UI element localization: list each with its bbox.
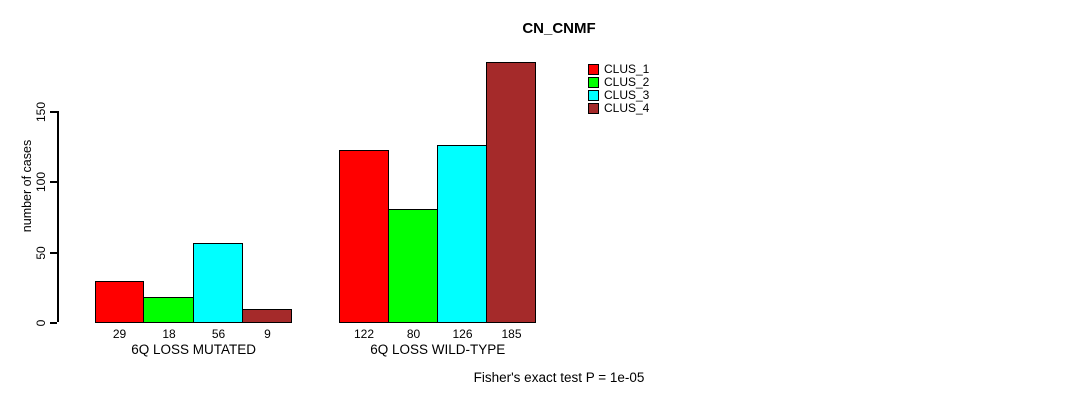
legend-item-clus_3: CLUS_3 <box>588 89 649 102</box>
bar-value-label: 185 <box>501 327 522 341</box>
bar-clus_1-group1 <box>95 281 144 323</box>
y-axis-tick-label: 100 <box>34 171 48 193</box>
y-axis-label: number of cases <box>20 139 34 233</box>
y-axis-tick <box>50 181 57 183</box>
y-axis-tick <box>50 322 57 324</box>
legend-swatch-icon <box>588 63 599 75</box>
y-axis-tick <box>50 111 57 113</box>
bar-clus_1-group2 <box>339 150 389 323</box>
y-axis-tick-label: 150 <box>34 101 48 123</box>
y-axis-tick-label: 50 <box>34 246 48 260</box>
y-axis-tick <box>50 252 57 254</box>
legend-item-clus_1: CLUS_1 <box>588 63 649 76</box>
bar-value-label: 29 <box>112 327 127 341</box>
category-label: 6Q LOSS MUTATED <box>131 342 256 357</box>
legend-swatch-icon <box>588 76 599 88</box>
bar-value-label: 9 <box>264 327 271 341</box>
bar-clus_4-group2 <box>486 62 536 323</box>
legend: CLUS_1 CLUS_2 CLUS_3 CLUS_4 <box>588 63 649 115</box>
legend-swatch-icon <box>588 102 599 114</box>
chart-title: CN_CNMF <box>522 20 596 37</box>
y-axis-line <box>57 111 59 322</box>
legend-label: CLUS_2 <box>604 75 650 90</box>
bar-value-label: 56 <box>211 327 226 341</box>
bar-value-label: 80 <box>406 327 421 341</box>
legend-swatch-icon <box>588 89 599 101</box>
category-label: 6Q LOSS WILD-TYPE <box>370 342 506 357</box>
y-axis-tick-label: 0 <box>34 319 48 327</box>
bar-clus_4-group1 <box>242 309 292 323</box>
bar-clus_2-group2 <box>388 209 438 323</box>
bar-clus_3-group2 <box>437 145 487 323</box>
bar-value-label: 122 <box>353 327 375 341</box>
bar-clus_3-group1 <box>193 243 243 323</box>
bar-value-label: 126 <box>452 327 473 341</box>
legend-label: CLUS_1 <box>604 62 650 77</box>
bar-clus_2-group1 <box>143 297 194 323</box>
legend-label: CLUS_4 <box>604 101 650 116</box>
bar-value-label: 18 <box>162 327 176 341</box>
legend-item-clus_2: CLUS_2 <box>588 76 649 89</box>
fisher-test-annotation: Fisher's exact test P = 1e-05 <box>473 370 645 385</box>
legend-item-clus_4: CLUS_4 <box>588 102 649 115</box>
legend-label: CLUS_3 <box>604 88 650 103</box>
